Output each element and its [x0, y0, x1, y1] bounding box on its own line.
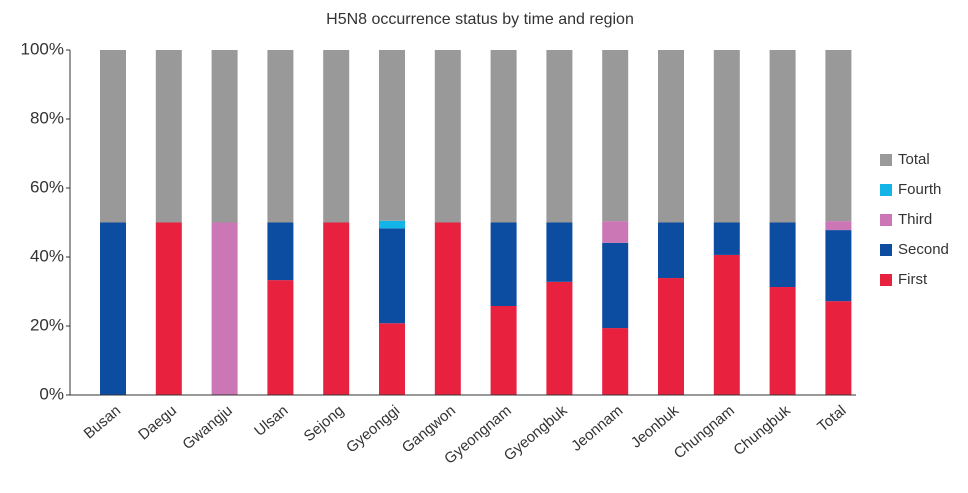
x-tick-label: Jeonnam	[568, 402, 626, 455]
legend-swatch	[880, 154, 892, 166]
x-tick-label: Busan	[81, 402, 125, 442]
x-tick-label: Total	[814, 402, 849, 435]
bar-segment	[602, 242, 629, 329]
y-tick-label: 40%	[30, 246, 64, 265]
x-tick-label: Daegu	[135, 402, 180, 443]
legend-label: Fourth	[898, 181, 941, 198]
bar-segment	[602, 328, 629, 395]
legend-label: First	[898, 271, 928, 288]
bar-segment	[267, 280, 294, 395]
bar-segment	[434, 222, 461, 395]
legend-label: Third	[898, 211, 932, 228]
bar-segment	[155, 50, 182, 223]
bar-segment	[825, 301, 852, 395]
legend-swatch	[880, 274, 892, 286]
bar-segment	[825, 221, 852, 231]
bar-segment	[155, 222, 182, 395]
bar-segment	[379, 220, 405, 229]
bar-segment	[323, 222, 350, 395]
bar-segment	[658, 50, 684, 223]
bar-segment	[379, 50, 405, 221]
bar-segment	[490, 305, 517, 395]
bar-segment	[546, 50, 573, 223]
bar-segment	[769, 50, 796, 223]
bar-segment	[434, 50, 461, 223]
bar-segment	[825, 230, 852, 302]
bar-segment	[546, 281, 573, 395]
bar-segment	[211, 50, 238, 223]
bar-segment	[379, 228, 405, 324]
legend-swatch	[880, 244, 892, 256]
bar-segment	[769, 287, 796, 395]
bar-segment	[769, 222, 796, 288]
bar-segment	[546, 222, 573, 282]
y-tick-label: 80%	[30, 108, 64, 127]
bar-segment	[602, 221, 629, 243]
bar-segment	[825, 50, 852, 222]
y-tick-label: 60%	[30, 177, 64, 196]
bar-segment	[267, 222, 294, 281]
bar-segment	[713, 222, 740, 255]
bar-segment	[490, 222, 517, 306]
bar-segment	[602, 50, 629, 222]
bar-segment	[713, 50, 740, 223]
y-tick-label: 100%	[21, 39, 64, 58]
bar-segment	[379, 323, 405, 395]
legend-label: Total	[898, 151, 930, 168]
y-tick-label: 20%	[30, 315, 64, 334]
bar-segment	[658, 278, 684, 395]
x-tick-label: Jeonbuk	[628, 402, 683, 452]
bar-segment	[100, 50, 126, 223]
legend-swatch	[880, 214, 892, 226]
bar-segment	[713, 254, 740, 395]
x-tick-label: Sejong	[301, 402, 348, 445]
x-tick-label: Gwangju	[179, 402, 235, 453]
x-tick-label: Gyeonggi	[343, 402, 403, 456]
bar-segment	[267, 50, 294, 223]
chart-title: H5N8 occurrence status by time and regio…	[326, 11, 634, 28]
legend-label: Second	[898, 241, 949, 258]
bar-segment	[323, 50, 350, 223]
bar-segment	[658, 222, 684, 279]
x-tick-label: Chungbuk	[730, 402, 794, 459]
bar-segment	[100, 222, 126, 395]
bar-segment	[490, 50, 517, 223]
y-tick-label: 0%	[39, 384, 64, 403]
x-tick-label: Ulsan	[251, 402, 291, 440]
bar-segment	[211, 222, 238, 395]
x-tick-label: Chungnam	[671, 402, 738, 462]
legend-swatch	[880, 184, 892, 196]
